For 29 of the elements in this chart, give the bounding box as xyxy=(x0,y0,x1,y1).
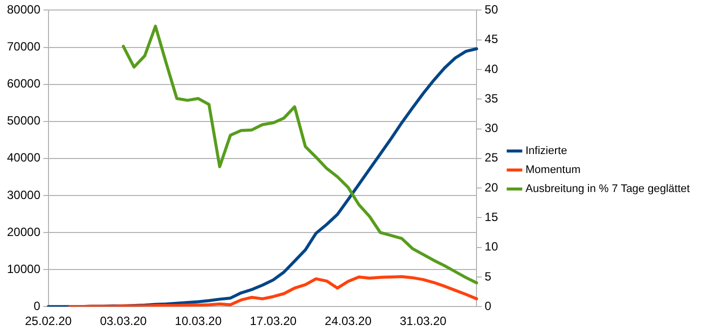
x-tick-label: 24.03.20 xyxy=(324,314,372,328)
x-tick-label: 10.03.20 xyxy=(174,314,222,328)
y-tick-label: 80000 xyxy=(6,2,41,17)
y2-tick-label: 50 xyxy=(484,2,498,17)
y2-tick-label: 20 xyxy=(484,180,498,194)
y2-tick-label: 40 xyxy=(484,62,498,76)
y-tick-label: 60000 xyxy=(6,76,41,91)
y2-tick-label: 45 xyxy=(484,32,498,46)
x-tick-label: 17.03.20 xyxy=(250,314,297,328)
y-tick-label: 30000 xyxy=(6,188,41,202)
y2-tick-label: 35 xyxy=(484,91,498,106)
x-tick-label: 31.03.20 xyxy=(400,314,447,328)
y-tick-label: 10000 xyxy=(6,262,41,276)
y-tick-label: 40000 xyxy=(6,150,41,165)
legend-label: Momentum xyxy=(526,164,581,176)
legend-label: Ausbreitung in % 7 Tage geglättet xyxy=(526,183,690,196)
legend-label: Infizierte xyxy=(526,145,568,158)
y2-tick-label: 0 xyxy=(484,298,492,313)
x-tick-label: 03.03.20 xyxy=(100,314,147,328)
y2-tick-label: 10 xyxy=(484,240,498,254)
y2-tick-label: 25 xyxy=(484,150,498,165)
y-tick-label: 50000 xyxy=(6,114,41,128)
y2-tick-label: 30 xyxy=(484,121,498,136)
y2-tick-label: 15 xyxy=(484,210,498,224)
y-tick-label: 20000 xyxy=(6,224,41,239)
y2-tick-label: 5 xyxy=(484,269,492,284)
y-tick-label: 70000 xyxy=(6,40,41,54)
y-tick-label: 0 xyxy=(34,298,41,313)
x-tick-label: 25.02.20 xyxy=(25,314,72,328)
